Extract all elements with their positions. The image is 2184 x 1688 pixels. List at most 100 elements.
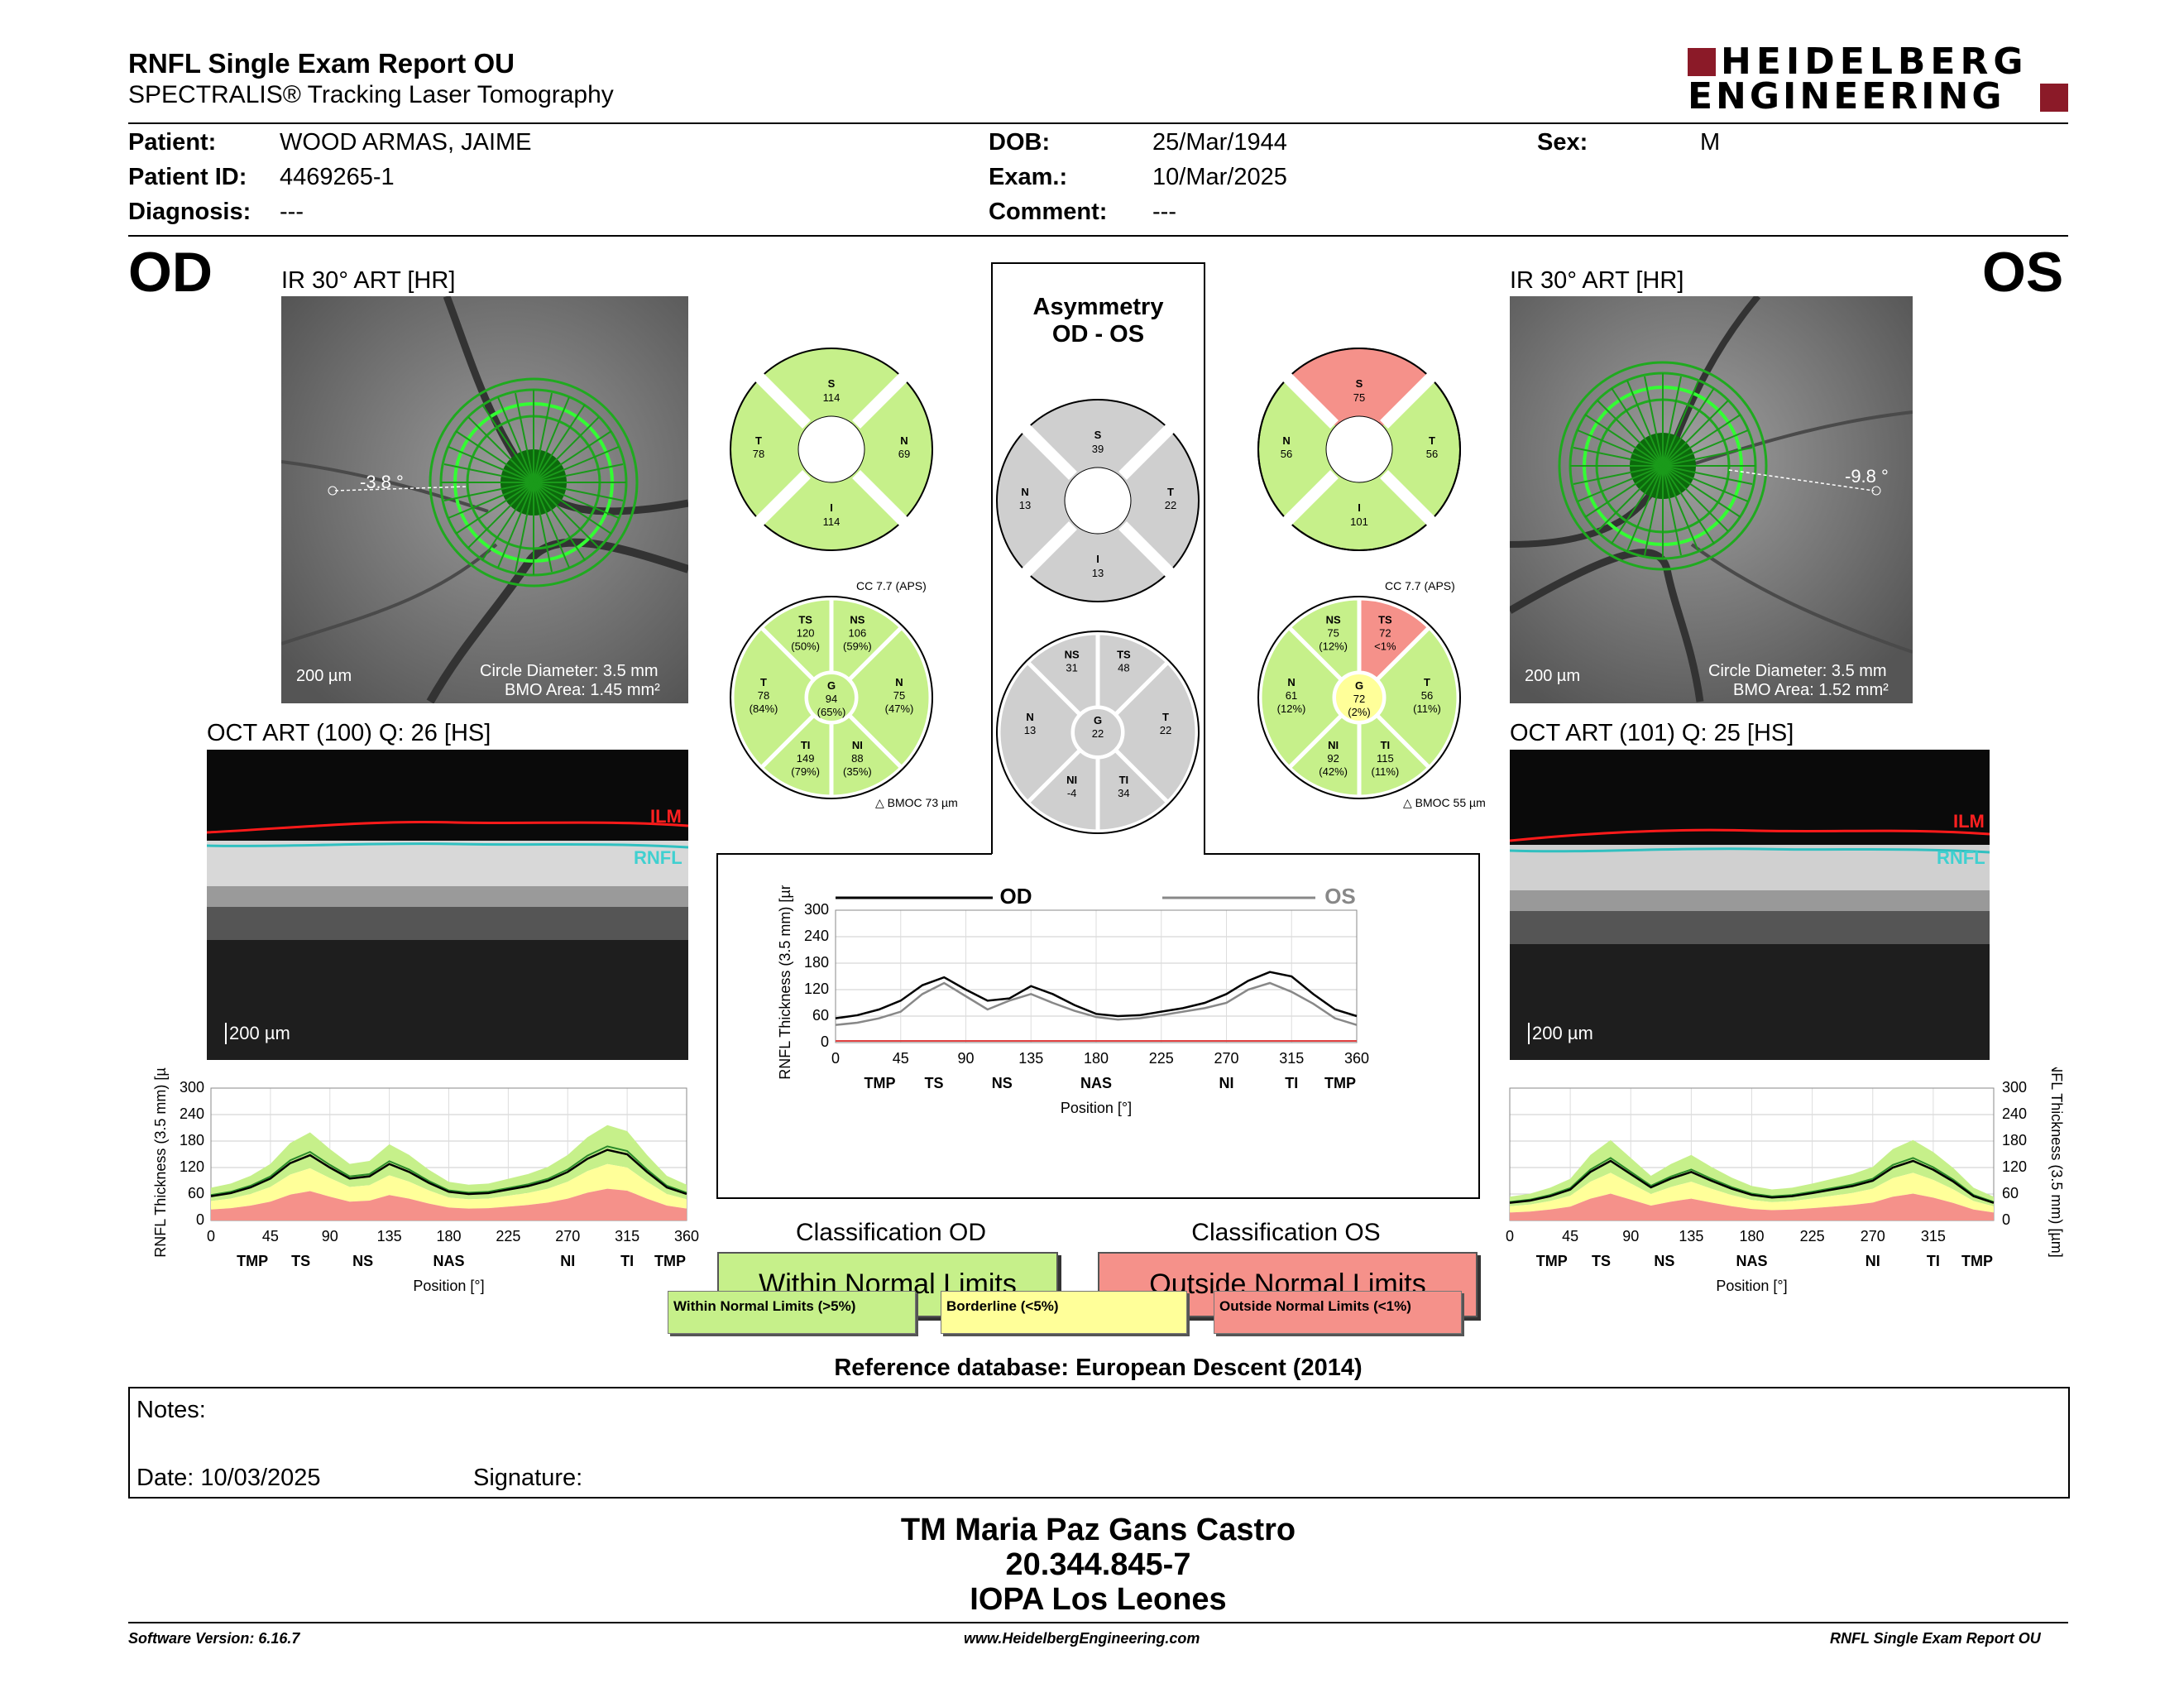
svg-text:I: I [1096,553,1099,565]
od-ir-caption: IR 30° ART [HR] [281,267,456,294]
x-tick-label: 90 [957,1050,974,1067]
y-tick-label: 300 [2002,1079,2027,1096]
region-label: TS [1592,1253,1611,1269]
od-rnfl-profile-chart: 0 60 120 180 240 300 0 45 90 135 180 225 270 315 360 TM… [152,1067,699,1294]
od-sector-ts-label: TS [798,613,812,626]
region-label: NAS [433,1253,464,1269]
x-tick-label: 90 [322,1228,338,1244]
od-scale-bar: 200 µm [296,667,352,685]
asym-sector-ni-label: NI [1066,774,1077,786]
region-label: NI [1219,1075,1234,1091]
od-q-i: 114 [823,516,841,528]
os-fundus-image: -9.8 ° 200 µm Circle Diameter: 3.5 mm BM… [1510,296,1913,703]
dob-label: DOB: [989,129,1051,156]
y-axis-label: RNFL Thickness (3.5 mm) [µm] [152,1067,169,1258]
notes-date: Date: 10/03/2025 [136,1465,321,1491]
od-oct-caption: OCT ART (100) Q: 26 [HS] [207,720,491,746]
os-sector-t-label: T [1424,676,1430,688]
y-tick-label: 180 [804,954,829,971]
patient-name: WOOD ARMAS, JAIME [280,129,532,156]
normative-mean-line [1509,1157,1995,1203]
os-sector-ns-label: NS [1326,613,1341,626]
asym-sector-ts-value: 48 [1118,661,1129,674]
od-q-t: 78 [753,448,764,460]
signatory-place: IOPA Los Leones [970,1582,1227,1617]
od-oct-scale: 200 µm [225,1023,290,1044]
os-q-i: 101 [1350,516,1368,528]
os-bmoc-value: BMOC 55 µm [1415,796,1486,809]
region-label: NAS [1736,1253,1767,1269]
od-bmo-area: BMO Area: 1.45 mm² [505,681,660,699]
series-line-os [1509,1159,1995,1204]
y-tick-label: 120 [804,981,829,997]
x-tick-label: 225 [496,1228,520,1244]
x-tick-label: 270 [555,1228,580,1244]
svg-text:S: S [828,377,836,390]
os-q-t: 56 [1426,448,1438,460]
os-sector-ts-label: TS [1378,613,1392,626]
os-eye-label: OS [1982,241,2064,304]
region-label: TMP [864,1075,896,1091]
x-axis-label: Position [°] [1716,1278,1787,1294]
comment-value: --- [1152,199,1176,225]
y-tick-label: 300 [180,1079,204,1096]
od-ilm-label: ILM [650,806,682,827]
od-fundus-image: -3.8 ° 200 µm Circle Diameter: 3.5 mm BM… [281,296,688,703]
asym-q-s: 39 [1092,443,1104,455]
od-sector-ti-percent: (79%) [791,765,820,778]
os-sector-ni-label: NI [1328,739,1339,751]
asymmetry-title-2: OD - OS [1051,321,1145,348]
os-sector-ti-label: TI [1381,739,1391,751]
diagnosis-label: Diagnosis: [128,199,251,225]
region-label: NS [352,1253,373,1269]
reference-database: Reference database: European Descent (20… [834,1355,1363,1381]
os-circle-diameter: Circle Diameter: 3.5 mm [1708,662,1887,680]
borderline-band [211,1163,687,1210]
od-sector-ns-value: 106 [849,626,867,639]
svg-text:N: N [900,434,908,447]
asym-sector-ti-value: 34 [1118,787,1129,799]
od-sector-g-label: G [827,679,836,692]
od-rnfl-label: RNFL [634,847,682,868]
dob-value: 25/Mar/1944 [1152,129,1287,156]
svg-text:T: T [1167,486,1174,498]
x-axis-label: Position [°] [1061,1100,1132,1116]
region-label: TMP [1324,1075,1356,1091]
region-label: NI [1866,1253,1880,1269]
od-eye-label: OD [128,241,213,304]
od-sector-t-value: 78 [758,689,769,702]
os-bmoc: △ BMOC 55 µm [1403,796,1486,809]
od-q-n: 69 [898,448,910,460]
x-tick-label: 270 [1861,1228,1885,1244]
y-axis-label: RNFL Thickness (3.5 mm) [µm] [2048,1067,2065,1258]
diagnosis-value: --- [280,199,304,225]
svg-text:I: I [830,501,833,514]
y-tick-label: 240 [2002,1105,2027,1122]
series-line-od [210,1149,687,1197]
y-tick-label: 240 [804,928,829,944]
y-tick-label: 60 [812,1007,829,1024]
os-rnfl-profile-chart: 0 60 120 180 240 300 0 45 90 135 180 225 270 315 TMP TS… [1506,1067,2065,1294]
x-tick-label: 315 [615,1228,639,1244]
footer-website: www.HeidelbergEngineering.com [964,1630,1200,1647]
os-sector-g-percent: (2%) [1348,706,1370,718]
asym-quadrant-chart: S39 N13 T22 I13 [996,399,1200,602]
od-sector-g-percent: (65%) [817,706,846,718]
os-sector-ni-value: 92 [1327,752,1339,765]
os-sector-g [1333,671,1386,724]
x-tick-label: 270 [1214,1050,1238,1067]
os-sector-ti-value: 115 [1377,752,1394,765]
os-sector-n-value: 61 [1286,689,1297,702]
asym-sector-t-value: 22 [1160,724,1171,736]
os-sector-g-value: 72 [1353,693,1365,705]
x-tick-label: 315 [1279,1050,1304,1067]
od-sector-ni-label: NI [852,739,863,751]
x-tick-label: 225 [1800,1228,1825,1244]
region-label: NS [1654,1253,1674,1269]
x-tick-label: 315 [1921,1228,1946,1244]
os-sector-ns-percent: (12%) [1319,640,1348,652]
os-cc: CC 7.7 (APS) [1385,579,1455,592]
